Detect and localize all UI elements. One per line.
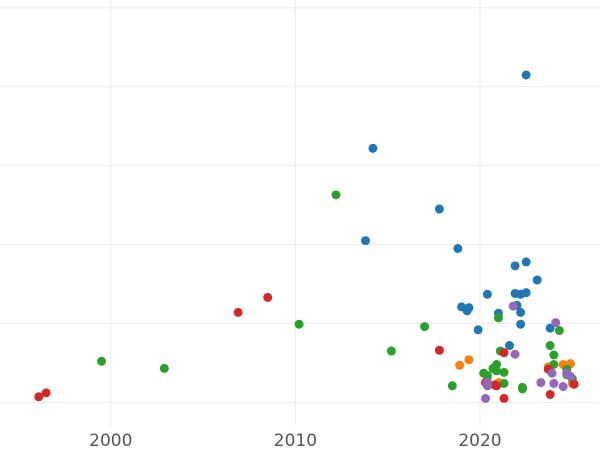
data-point	[481, 393, 491, 403]
data-point	[499, 378, 509, 388]
data-point	[453, 244, 463, 253]
data-point	[159, 363, 169, 373]
x-tick-label: 2020	[458, 431, 501, 450]
data-point	[464, 355, 474, 365]
data-point	[492, 381, 502, 391]
data-point	[447, 381, 457, 391]
data-point	[434, 345, 444, 355]
data-point	[492, 366, 502, 376]
data-points	[34, 70, 579, 403]
data-point	[545, 389, 555, 399]
x-tick-label: 2000	[89, 431, 132, 450]
data-point	[294, 319, 304, 329]
data-point	[386, 346, 396, 356]
data-point	[499, 393, 509, 403]
data-point	[361, 236, 371, 246]
data-point	[482, 289, 492, 299]
data-point	[368, 143, 378, 153]
data-point	[499, 367, 509, 377]
data-point	[536, 378, 546, 388]
data-point	[554, 326, 564, 336]
data-point	[473, 325, 483, 335]
data-point	[517, 384, 527, 394]
x-tick-labels: 2000 2010 2020	[89, 431, 501, 450]
data-point	[482, 381, 492, 391]
data-point	[551, 318, 561, 328]
data-point	[545, 323, 555, 333]
data-point	[434, 204, 444, 214]
data-point	[565, 371, 575, 381]
data-point	[516, 307, 526, 317]
data-point	[505, 341, 515, 351]
data-point	[41, 388, 51, 398]
x-gridlines	[110, 0, 481, 426]
data-point	[482, 371, 492, 381]
data-point	[263, 292, 273, 302]
data-point	[516, 319, 526, 329]
data-point	[420, 322, 430, 332]
data-point	[521, 288, 531, 298]
data-point	[455, 360, 465, 370]
data-point	[545, 341, 555, 351]
data-point	[34, 392, 44, 402]
x-tick-label: 2010	[274, 431, 317, 450]
data-point	[499, 348, 509, 358]
data-point	[558, 382, 568, 392]
data-point	[508, 301, 518, 311]
data-point	[331, 190, 341, 200]
data-point	[510, 349, 520, 359]
data-point	[493, 313, 503, 323]
data-point	[521, 70, 531, 80]
data-point	[549, 378, 559, 388]
data-point	[549, 350, 559, 360]
data-point	[547, 368, 557, 378]
data-point	[569, 379, 579, 389]
data-point	[521, 257, 531, 267]
data-point	[510, 261, 520, 271]
data-point	[97, 356, 107, 366]
data-point	[233, 307, 243, 317]
data-point	[532, 275, 542, 285]
data-point	[462, 306, 472, 316]
